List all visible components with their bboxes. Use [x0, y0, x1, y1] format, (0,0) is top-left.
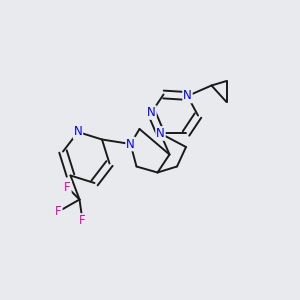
Text: F: F: [55, 205, 62, 218]
Text: F: F: [79, 214, 86, 227]
Text: N: N: [156, 127, 165, 140]
Text: N: N: [183, 89, 192, 103]
Text: N: N: [126, 137, 135, 151]
Text: N: N: [74, 125, 82, 139]
Text: F: F: [64, 181, 71, 194]
Text: N: N: [147, 106, 156, 119]
